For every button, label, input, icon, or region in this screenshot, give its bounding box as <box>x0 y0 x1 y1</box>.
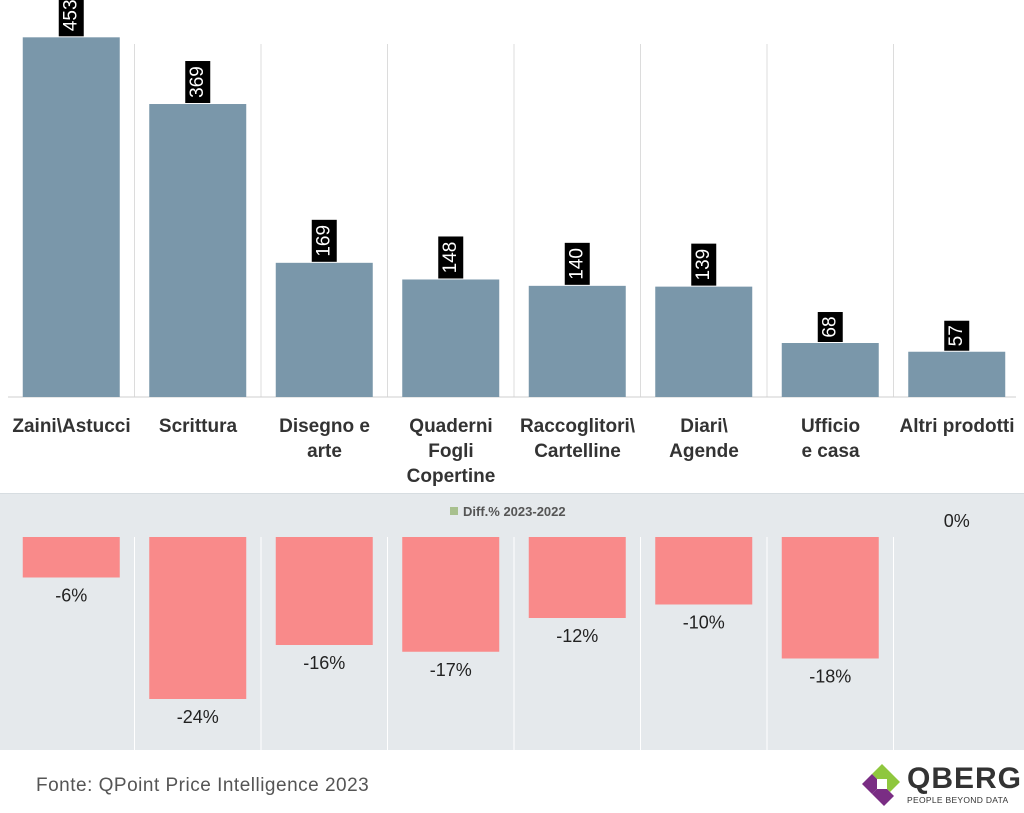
diff-panel: -6% -24% -16% -17% -12% -10% -18% 0% Diff.% 202… <box>0 493 1024 750</box>
data-label-box <box>691 243 717 286</box>
bar <box>402 279 500 397</box>
data-label: 169 <box>314 225 335 257</box>
data-label-box <box>564 242 590 285</box>
qberg-logo-icon <box>862 764 900 806</box>
diff-bar <box>22 537 120 578</box>
data-label-box <box>817 312 843 343</box>
category-label: Raccoglitori\ Cartelline <box>519 416 636 462</box>
diff-data-label: -10% <box>683 613 725 633</box>
data-label: 139 <box>693 249 714 281</box>
category-label: Disegno e arte <box>279 416 370 462</box>
data-label: 57 <box>946 325 967 346</box>
logo-tagline: PEOPLE BEYOND DATA <box>907 795 1009 805</box>
category-label: Scrittura <box>158 416 238 437</box>
legend: Diff.% 2023-2022 <box>450 504 566 519</box>
diff-bar-chart: -6% -24% -16% -17% -12% -10% -18% 0% <box>22 511 970 750</box>
qberg-logo: QBERG PEOPLE BEYOND DATA <box>860 762 1021 808</box>
bar <box>781 343 879 397</box>
diff-bar <box>528 537 626 618</box>
diff-data-label: -18% <box>809 667 851 687</box>
legend-swatch <box>450 507 458 515</box>
diff-data-label: -6% <box>55 586 87 606</box>
bar <box>528 285 626 397</box>
diff-bar <box>655 537 753 605</box>
data-label-box <box>58 0 84 37</box>
category-label: Quaderni Fogli Copertine <box>406 416 496 487</box>
diff-bar <box>781 537 879 659</box>
category-label: Altri prodotti <box>899 416 1015 437</box>
bar <box>149 104 247 397</box>
category-label: Ufficio e casa <box>800 416 861 462</box>
data-label-box <box>185 61 211 104</box>
data-label-box <box>944 320 970 351</box>
diff-data-label: -12% <box>556 626 598 646</box>
bar <box>22 37 120 398</box>
data-label: 453 <box>61 0 82 31</box>
diff-bar <box>275 537 373 645</box>
diff-data-label: -16% <box>303 653 345 673</box>
diff-bar <box>402 537 500 652</box>
data-label: 68 <box>820 316 841 337</box>
data-label: 369 <box>187 66 208 98</box>
source-note: Fonte: QPoint Price Intelligence 2023 <box>36 775 370 796</box>
bar <box>908 351 1006 397</box>
legend-label: Diff.% 2023-2022 <box>463 504 566 519</box>
data-label: 140 <box>567 248 588 280</box>
diff-bar <box>149 537 247 699</box>
data-label-box <box>438 236 464 279</box>
category-label: Diari\ Agende <box>669 416 739 462</box>
category-bar-chart: 453 369 169 148 140 139 68 57 <box>8 0 1016 398</box>
data-label-box <box>311 219 337 262</box>
logo-brand: QBERG <box>907 762 1023 795</box>
bar <box>655 286 753 397</box>
diff-data-label: -24% <box>177 707 219 727</box>
diff-data-label: -17% <box>430 660 472 680</box>
diff-data-label: 0% <box>944 511 970 531</box>
category-label: Zaini\Astucci <box>12 416 131 437</box>
data-label: 148 <box>440 242 461 274</box>
bar <box>275 262 373 397</box>
